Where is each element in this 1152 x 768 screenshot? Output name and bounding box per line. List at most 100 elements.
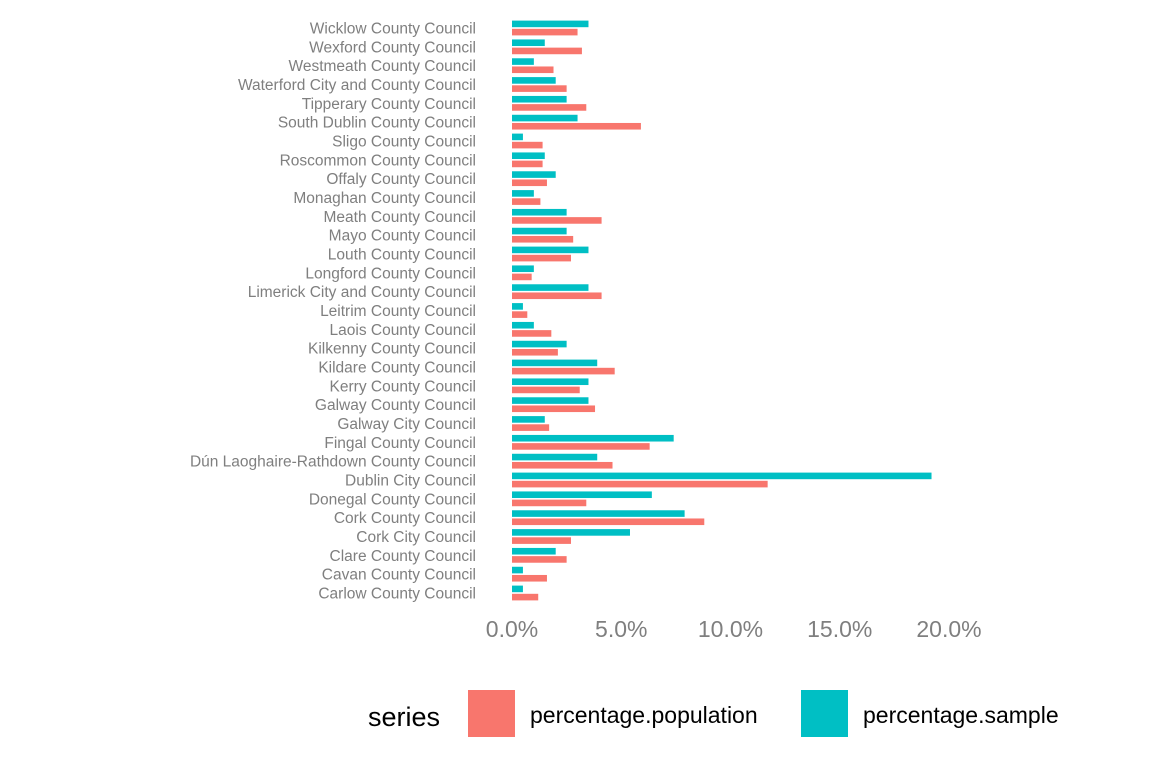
bar-percentage-population bbox=[512, 28, 578, 36]
bar-percentage-sample bbox=[512, 340, 567, 348]
x-tick-label: 10.0% bbox=[698, 616, 763, 642]
bar-percentage-sample bbox=[512, 585, 523, 593]
bar-percentage-population bbox=[512, 480, 768, 488]
legend-key-population bbox=[468, 690, 515, 737]
bar-percentage-population bbox=[512, 348, 558, 356]
x-tick-label: 20.0% bbox=[916, 616, 981, 642]
category-label: Dún Laoghaire-Rathdown County Council bbox=[190, 454, 476, 471]
legend-title: series bbox=[368, 702, 440, 732]
category-label: Kilkenny County Council bbox=[308, 341, 476, 358]
category-label: Waterford City and County Council bbox=[238, 77, 476, 94]
category-label: Kerry County Council bbox=[330, 378, 476, 395]
bar-percentage-sample bbox=[512, 566, 523, 574]
bars bbox=[512, 20, 932, 601]
bar-percentage-population bbox=[512, 122, 641, 130]
bar-percentage-sample bbox=[512, 208, 567, 216]
category-label: Louth County Council bbox=[328, 247, 476, 264]
category-label: Dublin City Council bbox=[345, 473, 476, 490]
x-axis-ticks: 0.0% 5.0% 10.0% 15.0% 20.0% bbox=[486, 616, 982, 642]
bar-percentage-sample bbox=[512, 58, 534, 65]
bar-percentage-sample bbox=[512, 434, 674, 442]
bar-percentage-sample bbox=[512, 510, 685, 517]
category-label: Cavan County Council bbox=[322, 567, 476, 584]
bar-percentage-sample bbox=[512, 359, 598, 367]
bar-percentage-population bbox=[512, 574, 547, 582]
bar-percentage-population bbox=[512, 292, 602, 300]
bar-percentage-sample bbox=[512, 39, 545, 47]
bar-percentage-population bbox=[512, 85, 567, 92]
bar-percentage-population bbox=[512, 104, 587, 111]
category-label: Kildare County Council bbox=[318, 360, 476, 377]
legend-label-population: percentage.population bbox=[530, 702, 758, 728]
category-label: Meath County Council bbox=[324, 209, 477, 226]
x-tick-label: 0.0% bbox=[486, 616, 538, 642]
bar-percentage-population bbox=[512, 443, 650, 450]
bar-percentage-sample bbox=[512, 95, 567, 103]
bar-percentage-population bbox=[512, 160, 543, 168]
category-label: Cork County Council bbox=[334, 510, 476, 527]
category-labels: Carlow County Council Cavan County Counci… bbox=[190, 21, 476, 603]
category-label: Monaghan County Council bbox=[293, 190, 476, 207]
bar-percentage-population bbox=[512, 179, 547, 187]
bar-percentage-sample bbox=[512, 491, 652, 499]
category-label: Limerick City and County Council bbox=[248, 284, 476, 301]
category-label: Leitrim County Council bbox=[320, 303, 476, 320]
category-label: Wexford County Council bbox=[309, 39, 476, 56]
bar-percentage-population bbox=[512, 556, 567, 563]
bar-percentage-population bbox=[512, 367, 615, 375]
bar-percentage-population bbox=[512, 593, 539, 601]
bar-percentage-sample bbox=[512, 547, 556, 555]
bar-percentage-sample bbox=[512, 378, 589, 386]
x-tick-label: 15.0% bbox=[807, 616, 872, 642]
category-label: Clare County Council bbox=[330, 548, 476, 565]
bar-percentage-sample bbox=[512, 453, 598, 461]
category-label: Longford County Council bbox=[305, 265, 476, 282]
category-label: Offaly County Council bbox=[326, 171, 476, 188]
bar-percentage-population bbox=[512, 330, 552, 337]
bar-percentage-sample bbox=[512, 472, 932, 480]
category-label: Mayo County Council bbox=[329, 228, 476, 245]
category-label: Cork City Council bbox=[356, 529, 476, 546]
legend-key-sample bbox=[801, 690, 848, 737]
category-label: South Dublin County Council bbox=[278, 115, 476, 132]
bar-percentage-sample bbox=[512, 303, 523, 310]
bar-percentage-population bbox=[512, 537, 571, 544]
x-tick-label: 5.0% bbox=[595, 616, 647, 642]
bar-percentage-population bbox=[512, 461, 613, 469]
legend-label-sample: percentage.sample bbox=[863, 702, 1059, 728]
bar-percentage-sample bbox=[512, 397, 589, 404]
bar-percentage-population bbox=[512, 424, 550, 431]
bar-percentage-sample bbox=[512, 133, 523, 141]
bar-percentage-population bbox=[512, 499, 587, 507]
bar-percentage-sample bbox=[512, 284, 589, 291]
category-label: Tipperary County Council bbox=[302, 96, 476, 113]
bar-percentage-population bbox=[512, 198, 541, 205]
bar-percentage-population bbox=[512, 386, 580, 394]
category-label: Donegal County Council bbox=[309, 491, 476, 508]
category-label: Galway County Council bbox=[315, 397, 476, 414]
bar-percentage-sample bbox=[512, 77, 556, 84]
category-label: Laois County Council bbox=[330, 322, 476, 339]
category-label: Fingal County Council bbox=[324, 435, 476, 452]
bar-percentage-population bbox=[512, 311, 528, 318]
category-label: Sligo County Council bbox=[332, 134, 476, 151]
bar-percentage-population bbox=[512, 273, 532, 281]
bar-percentage-sample bbox=[512, 20, 589, 28]
bar-percentage-population bbox=[512, 518, 705, 526]
bar-percentage-sample bbox=[512, 190, 534, 197]
bar-percentage-population bbox=[512, 217, 602, 224]
bar-percentage-sample bbox=[512, 246, 589, 254]
bar-percentage-population bbox=[512, 47, 582, 55]
bar-percentage-sample bbox=[512, 529, 630, 536]
bar-percentage-population bbox=[512, 254, 571, 262]
category-label: Galway City Council bbox=[337, 416, 476, 433]
bar-percentage-sample bbox=[512, 152, 545, 160]
bar-percentage-sample bbox=[512, 114, 578, 122]
bar-percentage-population bbox=[512, 66, 554, 74]
category-label: Roscommon County Council bbox=[280, 152, 476, 169]
bar-percentage-sample bbox=[512, 265, 534, 273]
bar-percentage-sample bbox=[512, 171, 556, 178]
category-label: Carlow County Council bbox=[318, 586, 476, 603]
bar-percentage-sample bbox=[512, 227, 567, 235]
